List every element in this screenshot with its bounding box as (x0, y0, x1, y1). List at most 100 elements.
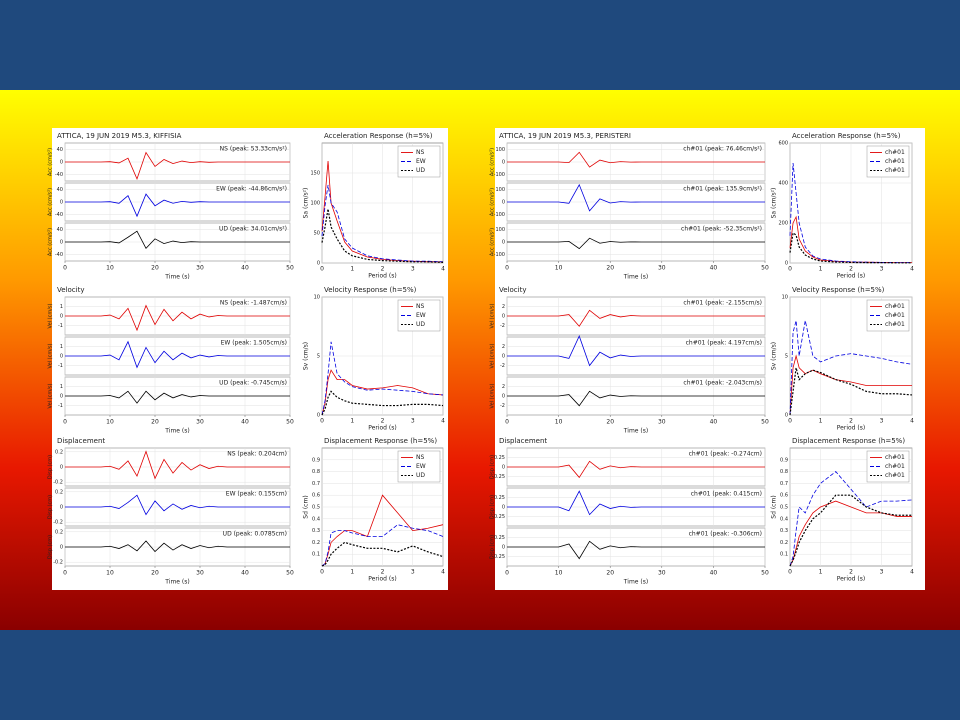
x-tick-label: 1 (350, 418, 354, 425)
x-tick-label: 10 (106, 570, 114, 577)
x-tick-label: 20 (606, 570, 614, 577)
y-tick-label: 0 (60, 160, 63, 166)
spectrum-line (789, 494, 912, 567)
chart-title: Displacement (57, 437, 105, 445)
chart-title: Displacement Response (h=5%) (324, 437, 437, 445)
y-tick-label: 0 (502, 314, 505, 320)
spectrum-line (789, 231, 912, 264)
y-tick-label: 2 (502, 384, 505, 390)
x-tick-label: 0 (63, 265, 67, 272)
y-tick-label: 0 (502, 160, 505, 166)
x-tick-label: 0 (788, 569, 792, 576)
y-tick-label: -1 (58, 403, 63, 409)
y-tick-label: -0.25 (492, 474, 505, 480)
legend-label: NS (416, 303, 424, 310)
trace-line (65, 450, 290, 480)
trace-line (507, 490, 765, 516)
y-tick-label: -0.2 (53, 480, 63, 486)
spectrum-line (321, 208, 444, 263)
y-tick-label: 0.1 (312, 552, 320, 558)
x-tick-label: 50 (761, 265, 769, 272)
x-tick-label: 2 (849, 266, 853, 273)
legend-label: ch#01 (885, 167, 905, 174)
y-tick-label: -1 (58, 363, 63, 369)
trace-label: ch#01 (peak: -2.043cm/s) (683, 380, 762, 387)
x-tick-label: 10 (106, 419, 114, 426)
y-tick-label: 0.25 (494, 455, 505, 461)
x-axis-label: Period (s) (837, 273, 865, 280)
y-tick-label: 600 (778, 141, 788, 147)
spectrum-line (321, 494, 444, 567)
y-tick-label: 2 (502, 344, 505, 350)
x-tick-label: 10 (555, 265, 563, 272)
y-tick-label: -100 (494, 212, 505, 218)
x-tick-label: 20 (151, 570, 159, 577)
y-tick-label: 0.5 (780, 505, 788, 511)
x-tick-label: 40 (241, 419, 249, 426)
trace-label: EW (peak: -44.86cm/s²) (216, 186, 287, 193)
y-tick-label: 200 (778, 221, 788, 227)
x-tick-label: 3 (411, 569, 415, 576)
spectrum-line (321, 390, 444, 416)
y-tick-label: 0.25 (494, 495, 505, 501)
x-tick-label: 20 (606, 265, 614, 272)
x-tick-label: 0 (505, 570, 509, 577)
trace-label: ch#01 (peak: 4.197cm/s) (686, 340, 762, 347)
y-tick-label: 5 (785, 354, 788, 360)
y-tick-label: -100 (494, 172, 505, 178)
y-tick-label: 0.7 (312, 481, 320, 487)
x-tick-label: 1 (819, 418, 823, 425)
y-tick-label: 100 (495, 187, 505, 193)
x-tick-label: 50 (286, 419, 294, 426)
x-tick-label: 30 (196, 419, 204, 426)
chart-title: Acceleration Response (h=5%) (324, 132, 433, 140)
spectrum-line (321, 369, 444, 416)
y-axis-label: Disp (cm) (48, 455, 54, 479)
x-tick-label: 40 (710, 265, 718, 272)
y-axis-label: Sv (cm/s) (771, 342, 778, 370)
x-tick-label: 50 (761, 570, 769, 577)
x-axis-label: Time (s) (623, 579, 648, 586)
y-axis-label: Sa (cm/s²) (771, 188, 778, 219)
y-tick-label: 0.6 (780, 493, 788, 499)
y-axis-label: Disp (cm) (48, 495, 54, 519)
trace-label: ch#01 (peak: 76.46cm/s²) (683, 146, 762, 153)
x-tick-label: 2 (381, 569, 385, 576)
y-tick-label: -40 (55, 212, 63, 218)
y-tick-label: 40 (57, 147, 63, 153)
legend-label: EW (416, 158, 426, 165)
y-tick-label: -0.25 (492, 554, 505, 560)
y-tick-label: 0 (502, 354, 505, 360)
x-tick-label: 40 (241, 265, 249, 272)
y-tick-label: 0 (60, 545, 63, 551)
legend-label: ch#01 (885, 472, 905, 479)
legend-label: ch#01 (885, 149, 905, 156)
trace-line (507, 183, 765, 212)
trace-label: EW (peak: 0.155cm) (226, 491, 287, 498)
x-tick-label: 20 (151, 265, 159, 272)
x-tick-label: 1 (819, 569, 823, 576)
x-axis-label: Time (s) (164, 274, 189, 281)
y-axis-label: Acc (cm/s²) (48, 188, 54, 216)
y-axis-label: Vel (cm/s) (490, 384, 496, 409)
y-tick-label: 0 (785, 261, 788, 267)
y-tick-label: 0 (502, 394, 505, 400)
chart-title: Velocity Response (h=5%) (324, 286, 417, 294)
y-axis-label: Acc (cm/s²) (490, 228, 496, 256)
trace-line (65, 151, 290, 180)
x-axis-label: Time (s) (623, 274, 648, 281)
chart-title: ATTICA, 19 JUN 2019 M5.3, PERISTERI (499, 132, 631, 140)
trace-label: ch#01 (peak: -2.155cm/s) (683, 300, 762, 307)
y-axis-label: Sd (cm) (771, 495, 778, 518)
y-tick-label: 1 (60, 344, 63, 350)
trace-line (65, 304, 290, 332)
chart-title: Acceleration Response (h=5%) (792, 132, 901, 140)
trace-line (65, 540, 290, 553)
y-tick-label: 100 (495, 227, 505, 233)
trace-line (507, 151, 765, 168)
trace-line (507, 540, 765, 560)
x-tick-label: 4 (441, 266, 445, 273)
legend-label: NS (416, 454, 424, 461)
x-tick-label: 2 (849, 569, 853, 576)
